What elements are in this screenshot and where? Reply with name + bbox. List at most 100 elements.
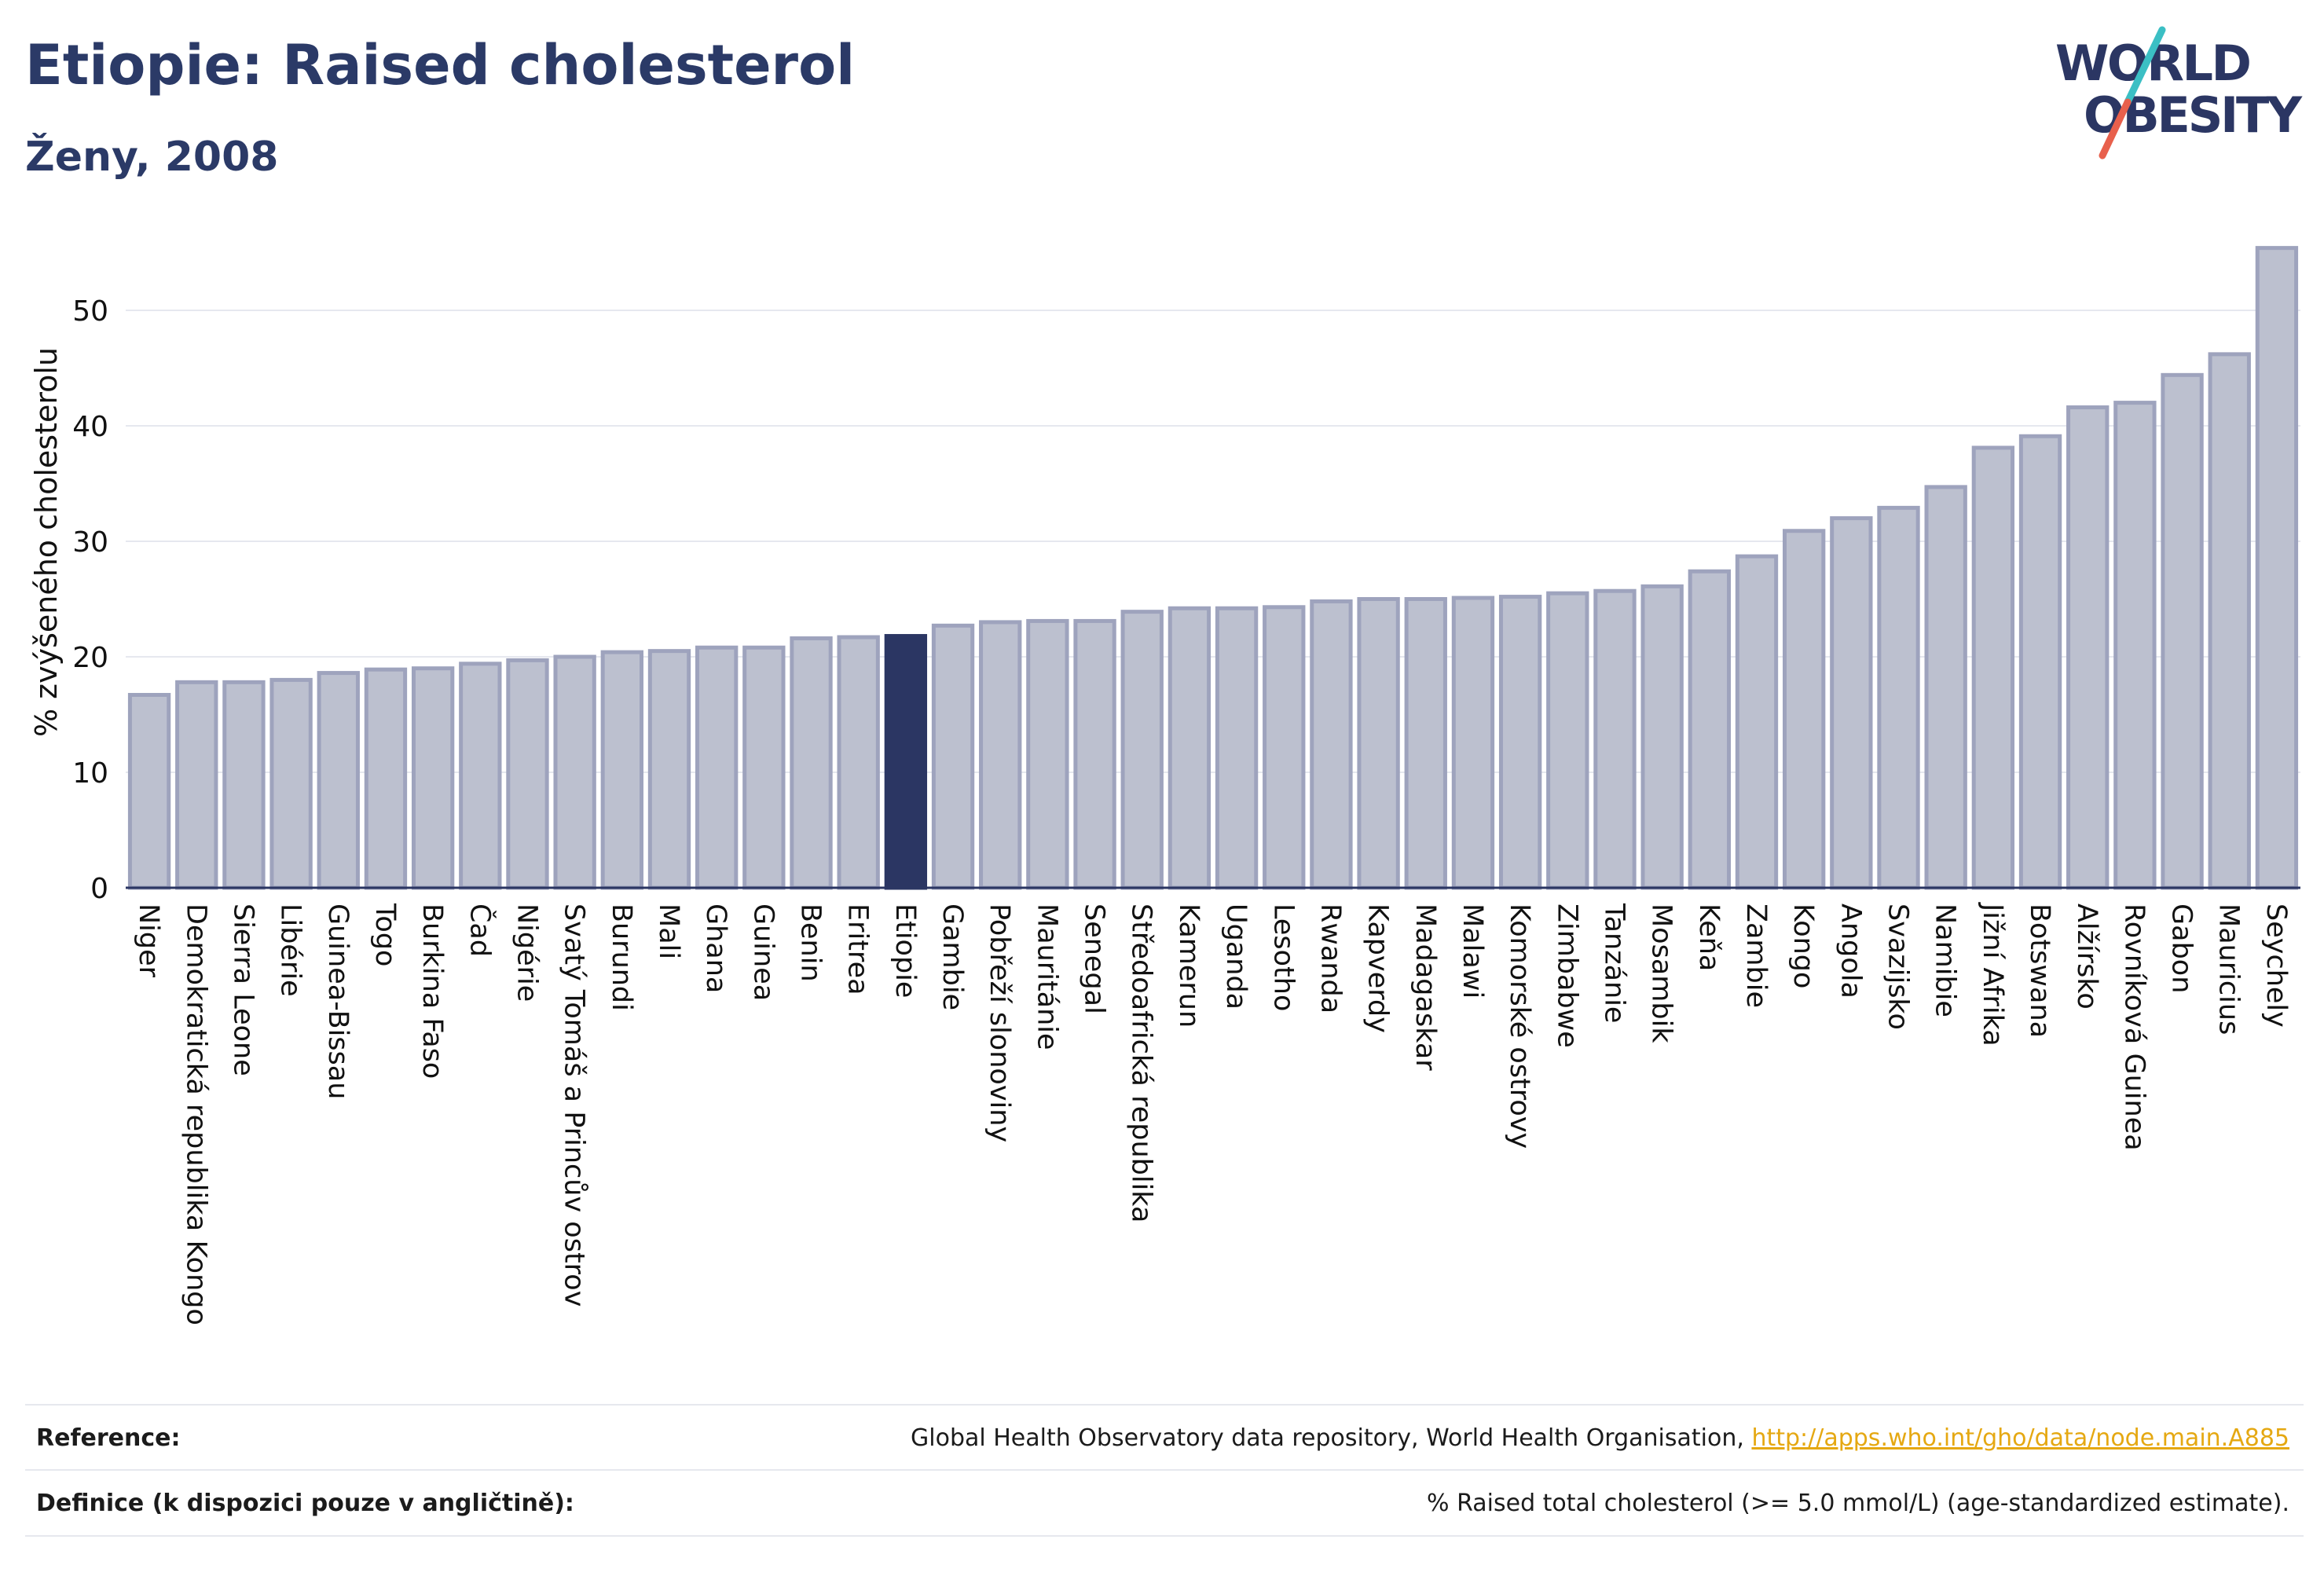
bar: [175, 680, 218, 890]
x-tick-label: Gambie: [937, 903, 968, 1010]
bar: [1498, 595, 1542, 890]
x-tick-label: Togo: [369, 903, 401, 966]
bar: [600, 650, 643, 890]
bar: [1310, 599, 1353, 890]
x-tick-label: Uganda: [1220, 903, 1252, 1010]
x-tick-label: Středoafrická republika: [1126, 903, 1157, 1222]
x-tick-label: Svatý Tomáš a Princův ostrov: [559, 903, 590, 1307]
bar: [269, 677, 313, 890]
bar: [1073, 618, 1116, 890]
x-tick-label: Svazijsko: [1882, 903, 1914, 1030]
bar: [2208, 352, 2251, 890]
bar: [1783, 529, 1826, 890]
reference-label: Reference:: [36, 1424, 181, 1452]
y-tick-label: 40: [72, 411, 108, 443]
x-tick-label: Angola: [1835, 903, 1866, 999]
x-tick-label: Rovníková Guinea: [2118, 903, 2150, 1151]
x-tick-label: Senegal: [1079, 903, 1110, 1014]
bar: [742, 645, 786, 890]
bar: [411, 666, 455, 890]
bar: [2113, 401, 2157, 890]
bar: [1404, 597, 1447, 890]
x-tick-label: Nigérie: [511, 903, 542, 1002]
reference-text: Global Health Observatory data repositor…: [911, 1424, 1752, 1452]
bar: [1735, 554, 1779, 890]
x-tick-label: Alžírsko: [2071, 903, 2102, 1010]
bar: [837, 635, 880, 890]
reference-link[interactable]: http://apps.who.int/gho/data/node.main.A…: [1751, 1424, 2289, 1452]
bar: [2066, 405, 2110, 890]
x-tick-label: Botswana: [2024, 903, 2055, 1038]
x-tick-label: Pobřeží slonoviny: [984, 903, 1015, 1142]
y-tick-label: 50: [72, 295, 108, 328]
x-tick-label: Kapverdy: [1362, 903, 1394, 1033]
x-tick-label: Lesotho: [1267, 903, 1299, 1011]
x-tick-label: Zambie: [1740, 903, 1772, 1008]
reference-row: Reference: Global Health Observatory dat…: [25, 1404, 2304, 1470]
footer-divider: [25, 1535, 2304, 1537]
x-tick-label: Gabon: [2166, 903, 2198, 993]
bar: [647, 649, 691, 890]
bars: [127, 246, 2299, 890]
bar: [1120, 610, 1164, 890]
bar: [1357, 597, 1400, 890]
x-tick-label: Benin: [795, 903, 827, 982]
x-tick-label: Burundi: [606, 903, 637, 1011]
x-tick-label: Keňa: [1693, 903, 1725, 971]
bar: [695, 645, 739, 890]
world-obesity-logo: WORLD OBESITY: [2055, 26, 2303, 159]
bar: [364, 667, 408, 890]
bar: [1971, 445, 2015, 890]
bar: [1877, 505, 1920, 890]
bar: [931, 623, 975, 890]
x-tick-label: Mauricius: [2213, 903, 2245, 1035]
definition-row: Definice (k dispozici pouze v angličtině…: [25, 1469, 2304, 1535]
bar: [1167, 606, 1211, 890]
x-tick-label: Eritrea: [842, 903, 874, 995]
bar: [127, 693, 171, 890]
bar: [1451, 596, 1495, 890]
bar: [979, 620, 1022, 890]
y-tick-labels: 0 10 20 30 40 50: [72, 295, 108, 905]
y-axis-label: % zvýšeného cholesterolu: [29, 347, 64, 737]
bar: [1830, 516, 1873, 890]
x-tick-label: Madagaskar: [1409, 903, 1441, 1071]
x-tick-label: Kongo: [1787, 903, 1819, 988]
x-tick-label: Mosambik: [1646, 903, 1677, 1043]
bar: [2018, 434, 2062, 890]
x-tick-label: Ghana: [700, 903, 731, 993]
x-tick-label: Demokratická republika Kongo: [180, 903, 211, 1325]
x-tick-label: Zimbabwe: [1551, 903, 1582, 1048]
bar: [1688, 569, 1731, 890]
y-tick-label: 10: [72, 757, 108, 790]
x-tick-label: Niger: [133, 903, 164, 978]
bar: [459, 662, 502, 890]
x-tick-label: Mali: [653, 903, 684, 959]
x-tick-label: Kamerun: [1173, 903, 1204, 1028]
bar: [1924, 485, 1967, 890]
x-tick-label: Seychely: [2260, 903, 2292, 1028]
x-tick-label: Etiopie: [889, 903, 921, 998]
definition-text: % Raised total cholesterol (>= 5.0 mmol/…: [1427, 1490, 2289, 1517]
x-tick-label: Guinea-Bissau: [322, 903, 354, 1099]
bar: [1026, 618, 1069, 890]
x-tick-label: Komorské ostrovy: [1504, 903, 1535, 1149]
x-tick-label: Mauritánie: [1031, 903, 1062, 1050]
bar: [1215, 606, 1259, 890]
x-tick-labels: Niger Demokratická republika Kongo Sierra …: [133, 902, 2292, 1325]
y-tick-label: 30: [72, 526, 108, 559]
reference-value: Global Health Observatory data repositor…: [911, 1424, 2289, 1452]
bar: [790, 636, 833, 890]
chart-title: Etiopie: Raised cholesterol: [25, 33, 856, 97]
x-tick-label: Rwanda: [1314, 903, 1346, 1013]
bar: [2161, 372, 2204, 890]
x-tick-label: Libérie: [275, 903, 306, 997]
bar-chart: 0 10 20 30 40 50 Niger Demokratická republika …: [29, 246, 2300, 1325]
bar: [317, 671, 360, 890]
x-tick-label: Jižní Afrika: [1977, 902, 2008, 1046]
y-tick-label: 20: [72, 642, 108, 674]
x-tick-label: Sierra Leone: [227, 903, 258, 1076]
x-tick-label: Malawi: [1457, 903, 1488, 999]
chart-subtitle: Ženy, 2008: [25, 134, 279, 181]
x-tick-label: Guinea: [747, 903, 779, 1001]
